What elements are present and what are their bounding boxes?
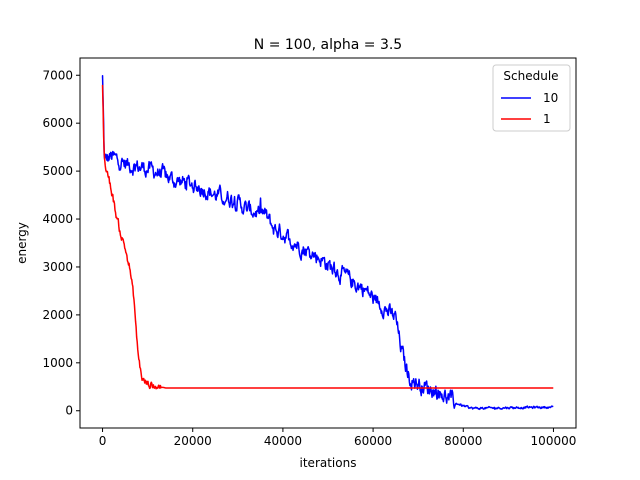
- x-tick-label: 80000: [444, 434, 482, 448]
- legend-box: [492, 64, 571, 132]
- chart-title: N = 100, alpha = 3.5: [254, 37, 402, 53]
- x-tick-label: 60000: [354, 434, 392, 448]
- y-tick-label: 6000: [42, 116, 73, 130]
- y-tick-label: 2000: [42, 308, 73, 322]
- legend: Schedule 10 1: [492, 64, 571, 132]
- x-axis-label: iterations: [300, 456, 357, 470]
- y-tick-label: 5000: [42, 164, 73, 178]
- plot-frame: [79, 57, 577, 429]
- x-tick-label: 40000: [264, 434, 302, 448]
- x-tick-label: 100000: [531, 434, 577, 448]
- legend-entry-label: 1: [543, 112, 551, 126]
- x-axis-ticks: 0 20000 40000 60000 80000 100000: [99, 428, 577, 448]
- y-tick-label: 3000: [42, 260, 73, 274]
- series-line: [101, 84, 554, 390]
- y-tick-label: 1000: [42, 356, 73, 370]
- x-tick-label: 20000: [174, 434, 212, 448]
- y-tick-label: 4000: [42, 212, 73, 226]
- x-tick-label: 0: [99, 434, 107, 448]
- legend-title: Schedule: [503, 69, 558, 83]
- y-tick-label: 7000: [42, 68, 73, 82]
- y-axis-ticks: 0 1000 2000 3000 4000 5000 6000 7000: [42, 68, 80, 418]
- series-line: [101, 74, 554, 411]
- legend-entry-label: 10: [543, 91, 558, 105]
- plot-lines: [101, 74, 554, 411]
- y-tick-label: 0: [65, 404, 73, 418]
- y-axis-label: energy: [15, 222, 29, 264]
